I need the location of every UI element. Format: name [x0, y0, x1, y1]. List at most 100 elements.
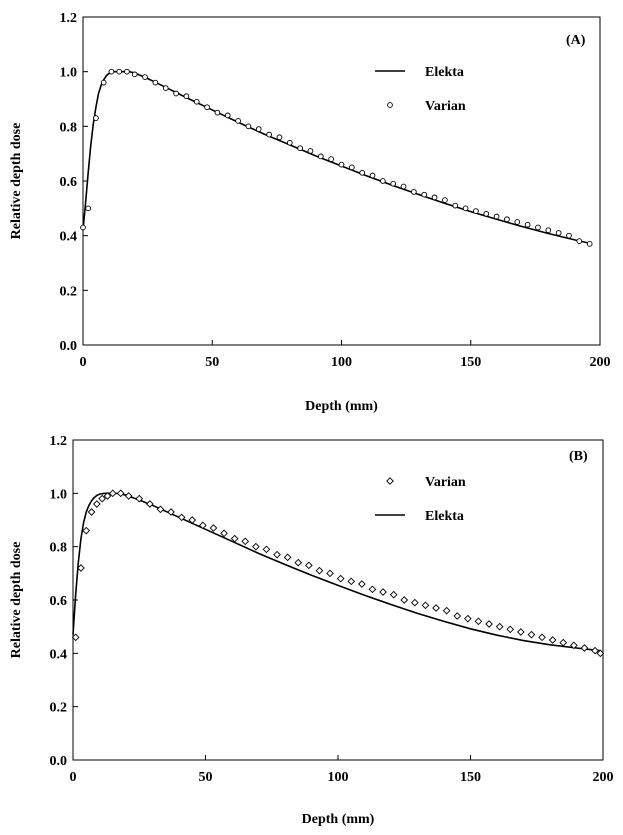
- series-varian-point: [452, 202, 459, 209]
- y-tick-label: 1.0: [50, 487, 68, 502]
- series-varian-point: [77, 564, 85, 572]
- series-varian-point: [315, 566, 324, 575]
- series-varian-point: [188, 516, 197, 524]
- series-varian-point: [199, 521, 207, 530]
- series-varian-point: [559, 638, 568, 647]
- panel-label: (A): [566, 33, 586, 48]
- series-varian-point: [98, 494, 106, 503]
- series-varian-point: [548, 636, 557, 644]
- series-varian-point: [193, 98, 200, 105]
- series-varian-point: [421, 601, 430, 610]
- series-varian-point: [576, 238, 583, 244]
- series-varian-point: [235, 118, 241, 124]
- y-tick-label: 1.0: [60, 66, 78, 81]
- series-varian-point: [483, 210, 490, 217]
- y-tick-label: 0.2: [60, 284, 78, 299]
- y-tick-label: 0.8: [50, 541, 68, 556]
- series-varian-point: [473, 208, 479, 214]
- series-varian-point: [347, 577, 356, 586]
- series-varian-point: [493, 213, 500, 220]
- series-varian-point: [93, 500, 101, 508]
- x-tick-label: 100: [328, 770, 349, 785]
- series-varian: [80, 68, 593, 247]
- series-varian-point: [527, 630, 536, 639]
- series-varian-point: [474, 617, 483, 626]
- series-varian-point: [297, 145, 303, 152]
- series-varian-point: [596, 649, 605, 658]
- series-varian-point: [390, 180, 397, 187]
- series-varian-point: [453, 612, 462, 620]
- series-varian-point: [183, 93, 190, 100]
- series-varian-point: [517, 628, 525, 636]
- x-tick-label: 200: [593, 770, 614, 785]
- series-varian-point: [177, 513, 186, 522]
- y-tick-label: 0.0: [60, 339, 78, 354]
- chart-panel-a: 0.0 0.2 0.4 0.6 0.8 1.0 1.2 0 50 100 150 200 Depth (…: [9, 11, 611, 414]
- series-varian-point: [504, 216, 510, 223]
- series-varian-point: [485, 620, 493, 628]
- series-varian-point: [286, 139, 293, 146]
- series-varian-point: [124, 492, 133, 500]
- series-varian-point: [431, 194, 438, 201]
- series-varian-point: [283, 553, 292, 562]
- legend-label: Varian: [425, 475, 466, 490]
- series-varian-point: [103, 492, 112, 500]
- legend: Elekta Varian: [375, 65, 466, 114]
- legend-marker-swatch: [387, 102, 393, 108]
- series-varian-point: [400, 183, 407, 190]
- y-tick-label: 0.4: [50, 647, 68, 662]
- y-tick-label: 1.2: [60, 11, 78, 26]
- series-varian-point: [570, 641, 578, 650]
- series-varian-point: [71, 633, 80, 642]
- series-varian-point: [506, 625, 515, 634]
- series-varian-point: [124, 68, 130, 75]
- series-varian-point: [442, 197, 448, 203]
- series-varian-point: [524, 221, 531, 228]
- series-varian-point: [131, 71, 138, 78]
- series-varian-point: [348, 164, 355, 171]
- legend-label: Varian: [425, 99, 466, 114]
- x-tick-label: 150: [460, 355, 481, 370]
- series-varian-point: [135, 494, 144, 503]
- series-varian-point: [464, 614, 472, 623]
- series-varian-point: [220, 529, 228, 538]
- series-varian-point: [358, 580, 366, 588]
- series-varian-point: [495, 622, 504, 631]
- panel-label: (B): [569, 449, 588, 464]
- series-varian-point: [432, 604, 440, 612]
- series-varian-point: [116, 68, 123, 75]
- x-tick-label: 0: [70, 770, 77, 785]
- series-varian-point: [204, 104, 210, 111]
- y-tick-label: 0.0: [50, 754, 68, 769]
- y-tick-label: 0.4: [60, 230, 78, 245]
- x-tick-label: 50: [205, 355, 219, 370]
- x-tick-label: 50: [199, 770, 213, 785]
- series-varian-point: [294, 558, 303, 567]
- series-elekta-line: [72, 492, 601, 652]
- series-varian-point: [108, 68, 115, 75]
- series-varian-point: [108, 489, 117, 498]
- y-tick-label: 0.8: [60, 120, 78, 135]
- series-varian-point: [380, 178, 386, 184]
- series-varian-point: [462, 205, 469, 212]
- legend-marker-swatch: [386, 477, 394, 485]
- series-varian-point: [173, 90, 179, 97]
- y-tick-label: 1.2: [50, 434, 68, 449]
- series-varian-point: [82, 526, 91, 535]
- series-varian-point: [142, 74, 148, 80]
- series-varian-point: [535, 224, 541, 231]
- series-varian: [71, 489, 605, 658]
- series-varian-point: [252, 542, 260, 551]
- series-varian-point: [241, 537, 250, 546]
- series-varian-point: [273, 550, 281, 559]
- series-varian-point: [167, 508, 175, 516]
- series-varian-point: [411, 598, 419, 607]
- legend: Varian Elekta: [375, 475, 466, 524]
- y-axis-title: Relative depth dose: [9, 542, 24, 659]
- series-varian-point: [276, 134, 283, 141]
- series-varian-point: [162, 85, 169, 91]
- series-varian-point: [262, 545, 271, 554]
- series-varian-point: [566, 232, 572, 239]
